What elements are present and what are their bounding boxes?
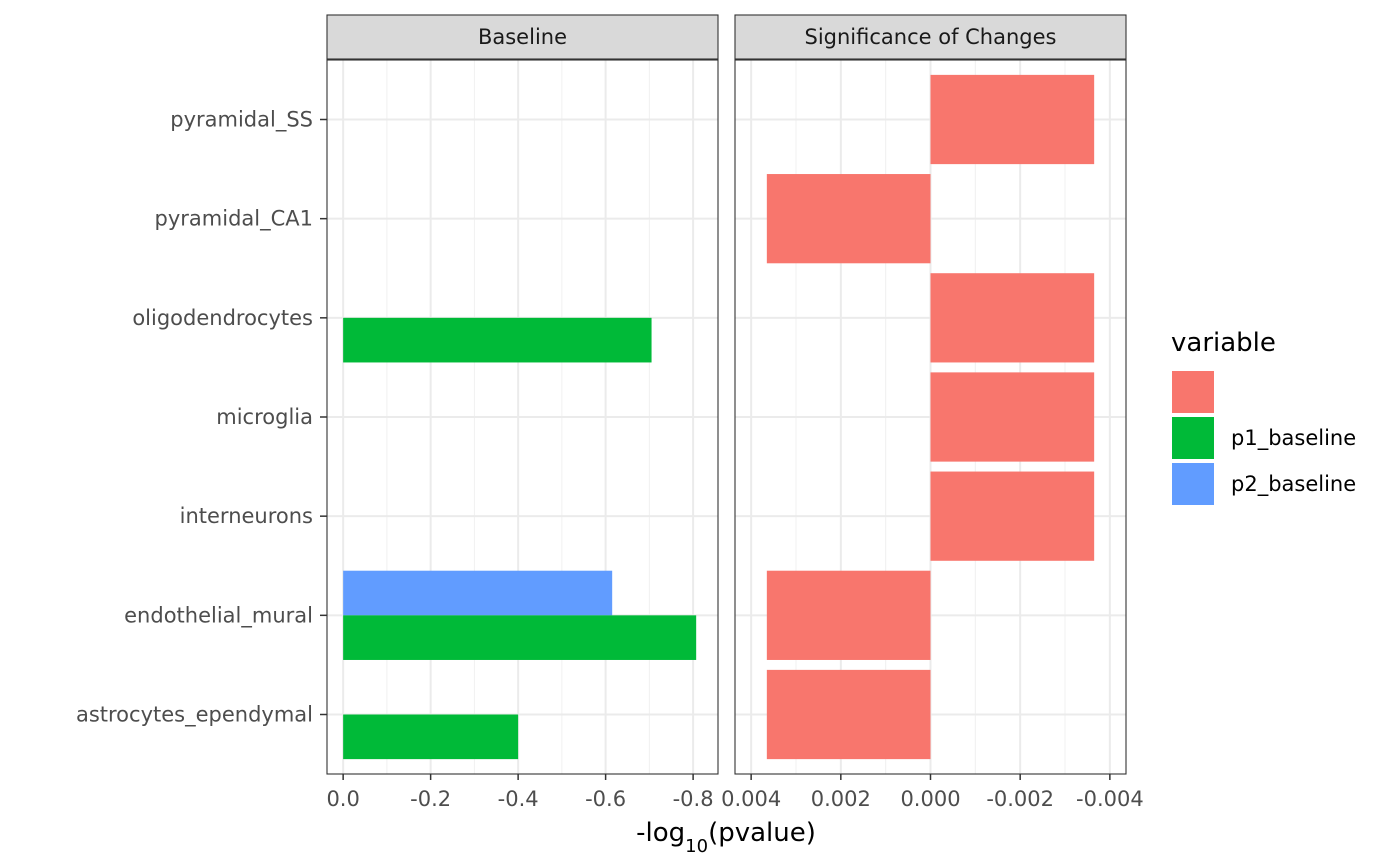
legend: variable p1_baseline p2_baseline	[1171, 328, 1356, 505]
x-tick-label: -0.2	[410, 787, 451, 811]
x-tick-label: 0.004	[721, 787, 781, 811]
bar-p1_baseline-endothelial_mural	[343, 615, 697, 660]
x-tick-label: -0.4	[498, 787, 539, 811]
y-tick-label: microglia	[216, 405, 313, 429]
legend-label: p1_baseline	[1231, 426, 1356, 451]
strip-background	[734, 14, 1127, 60]
bar-p2_baseline-endothelial_mural	[343, 570, 613, 616]
strip-title: Baseline	[478, 25, 567, 49]
bar-change-oligodendrocytes	[930, 273, 1095, 363]
legend-label: p2_baseline	[1231, 472, 1356, 497]
x-tick-label: 0.000	[900, 787, 960, 811]
panel-0: Baseline 0.0 -0.2 -0.4 -0.6 -0.8	[326, 14, 719, 811]
y-tick-label: interneurons	[180, 504, 313, 528]
bar-change-pyramidal_SS	[930, 74, 1095, 165]
panels: Baseline 0.0 -0.2 -0.4 -0.6 -0.8 Significance …	[326, 14, 1144, 811]
y-axis: pyramidal_SS pyramidal_CA1 oligodendrocyte…	[76, 108, 327, 728]
bar-change-microglia	[930, 372, 1095, 462]
bar-change-interneurons	[930, 471, 1095, 561]
x-tick-label: -0.6	[585, 787, 626, 811]
y-tick-label: oligodendrocytes	[132, 306, 313, 330]
bar-change-pyramidal_CA1	[766, 174, 931, 264]
x-tick-label: 0.002	[811, 787, 871, 811]
x-tick-label: 0.0	[326, 787, 359, 811]
bar-change-astrocytes_ependymal	[766, 669, 931, 760]
bar-change-endothelial_mural	[766, 570, 931, 660]
x-axis-title: -log10(pvalue)	[636, 818, 816, 857]
legend-key-change	[1172, 371, 1214, 413]
legend-key-p1_baseline	[1172, 417, 1214, 459]
x-tick-label: -0.8	[673, 787, 714, 811]
panel-1: Significance of Changes 0.004 0.002 0.000 -0…	[721, 14, 1144, 811]
y-tick-label: endothelial_mural	[124, 603, 313, 628]
y-tick-label: pyramidal_SS	[170, 108, 313, 133]
legend-title: variable	[1171, 328, 1276, 358]
bar-p1_baseline-oligodendrocytes	[343, 317, 652, 363]
x-tick-label: -0.004	[1076, 787, 1144, 811]
strip-background	[326, 14, 719, 60]
y-tick-label: pyramidal_CA1	[155, 207, 313, 232]
x-tick-label: -0.002	[986, 787, 1054, 811]
y-tick-label: astrocytes_ependymal	[76, 703, 313, 728]
bar-p1_baseline-astrocytes_ependymal	[343, 714, 519, 760]
strip-title: Significance of Changes	[805, 25, 1057, 49]
legend-key-p2_baseline	[1172, 463, 1214, 505]
